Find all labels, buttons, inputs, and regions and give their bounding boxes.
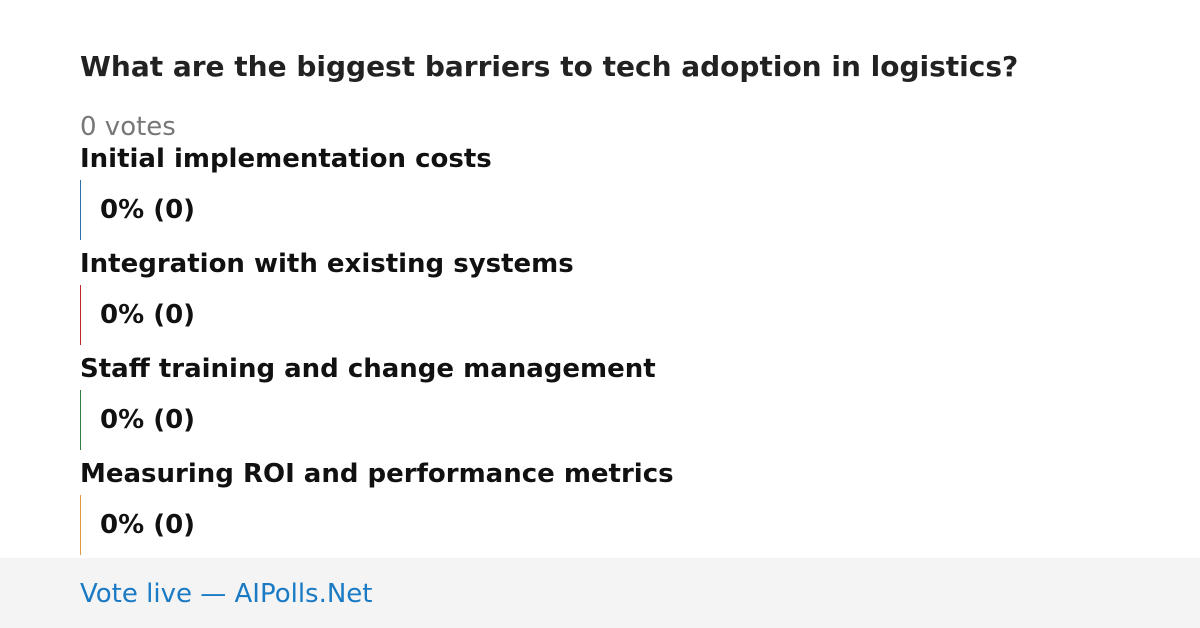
footer-link[interactable]: Vote live — AIPolls.Net	[80, 579, 373, 609]
option-label[interactable]: Initial implementation costs	[80, 144, 492, 174]
option-result: 0% (0)	[100, 300, 196, 330]
option-result: 0% (0)	[100, 405, 196, 435]
option-result: 0% (0)	[100, 510, 196, 540]
option-bar	[80, 495, 81, 555]
option-label[interactable]: Measuring ROI and performance metrics	[80, 459, 674, 489]
vote-count: 0 votes	[80, 112, 176, 142]
option-bar	[80, 285, 81, 345]
poll-title: What are the biggest barriers to tech ad…	[80, 50, 1019, 83]
option-result: 0% (0)	[100, 195, 196, 225]
option-label[interactable]: Integration with existing systems	[80, 249, 574, 279]
footer: Vote live — AIPolls.Net	[0, 558, 1200, 628]
option-label[interactable]: Staff training and change management	[80, 354, 656, 384]
option-bar	[80, 390, 81, 450]
option-bar	[80, 180, 81, 240]
